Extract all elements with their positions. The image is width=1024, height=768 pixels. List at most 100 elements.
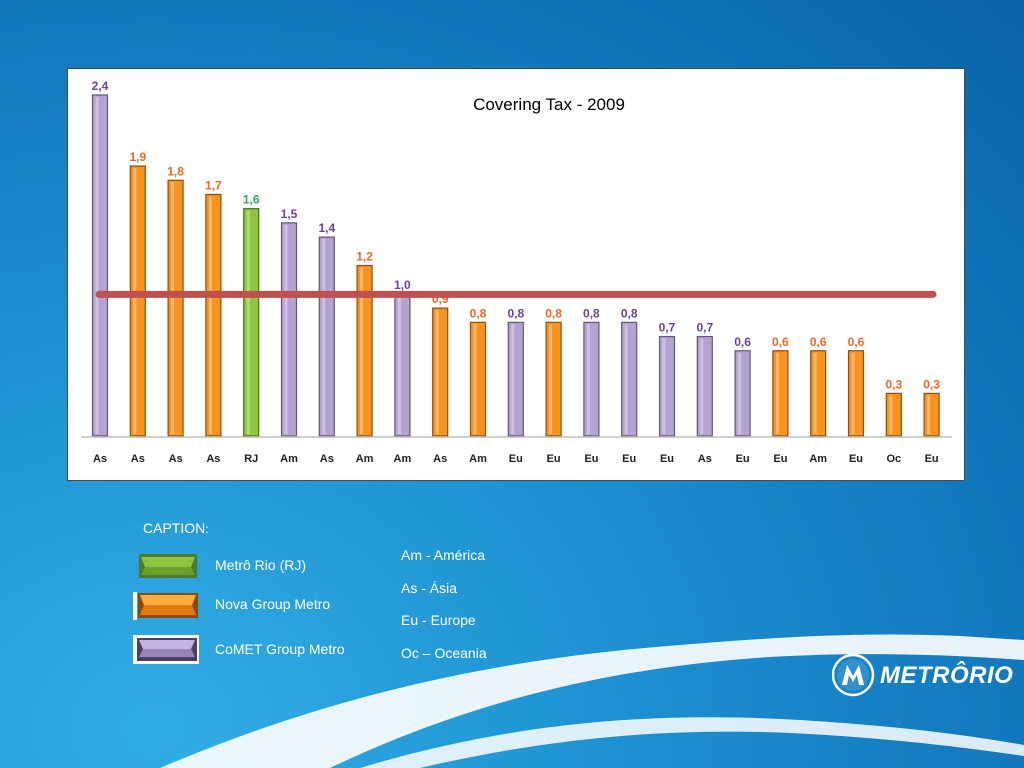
- bar-value-label: 2,4: [92, 79, 109, 93]
- region-europe: Eu - Europe: [401, 612, 476, 628]
- bar-highlight: [133, 168, 137, 434]
- bar: [507, 321, 524, 437]
- x-tick-label: Am: [469, 453, 487, 465]
- legend-title: CAPTION:: [143, 520, 209, 536]
- bar-value-label: 0,3: [885, 377, 902, 391]
- x-tick-label: As: [169, 453, 183, 465]
- bar-value-label: 1,5: [281, 207, 298, 221]
- legend-swatch-comet: [133, 635, 199, 664]
- x-tick-label: As: [131, 453, 145, 465]
- x-tick-label: Eu: [547, 453, 561, 465]
- legend-label-rio: Metrô Rio (RJ): [215, 557, 307, 573]
- bar-highlight: [171, 182, 175, 434]
- bar: [847, 350, 865, 437]
- bar-value-label: 0,6: [734, 335, 751, 349]
- bar-value-label: 1,8: [167, 164, 184, 178]
- bar-highlight: [549, 324, 553, 434]
- bar-value-label: 1,7: [205, 178, 222, 192]
- bar-value-label: 0,6: [810, 335, 827, 349]
- bar-highlight: [322, 239, 326, 434]
- bar-highlight: [700, 338, 704, 434]
- bar-value-label: 1,4: [318, 221, 335, 235]
- bar-value-label: 0,6: [772, 335, 789, 349]
- logo-text: METRÔRIO: [880, 662, 1014, 689]
- bar-highlight: [360, 267, 364, 434]
- x-tick-label: Am: [809, 453, 827, 465]
- x-tick-label: As: [206, 453, 220, 465]
- region-key: Am - América As - Ásia Eu - Europe Oc – …: [401, 546, 487, 676]
- x-tick-label: As: [433, 453, 447, 465]
- bar: [91, 94, 109, 437]
- bar: [583, 321, 600, 437]
- x-tick-label: Am: [280, 453, 298, 465]
- bar: [243, 208, 260, 437]
- x-tick-label: Eu: [925, 453, 939, 465]
- bar-highlight: [397, 295, 401, 434]
- x-tick-label: Am: [356, 453, 374, 465]
- x-tick-label: Eu: [849, 453, 863, 465]
- x-tick-label: Eu: [622, 453, 636, 465]
- bar-value-label: 0,6: [848, 335, 865, 349]
- bar-highlight: [511, 324, 515, 434]
- bar-value-label: 0,8: [545, 306, 562, 320]
- x-tick-label: Eu: [773, 453, 787, 465]
- bar: [734, 350, 751, 437]
- bar: [658, 335, 676, 437]
- bar-highlight: [208, 196, 212, 434]
- x-tick-label: As: [93, 453, 107, 465]
- legend-label-nova: Nova Group Metro: [215, 596, 331, 612]
- bar-value-label: 0,7: [659, 321, 676, 335]
- metro-rio-m-icon: [831, 653, 875, 697]
- legend-title-colon: :: [205, 522, 209, 536]
- x-tick-label: Eu: [584, 453, 598, 465]
- bar-highlight: [813, 352, 817, 434]
- legend-swatch-rio: [139, 554, 197, 578]
- bar-highlight: [473, 324, 477, 434]
- bar-highlight: [738, 352, 742, 434]
- bar-value-label: 0,7: [696, 321, 713, 335]
- bar-highlight: [586, 324, 590, 434]
- region-asia: As - Ásia: [401, 579, 458, 596]
- chart-title: Covering Tax - 2009: [473, 95, 625, 114]
- bar-highlight: [435, 310, 439, 434]
- bar: [167, 179, 184, 437]
- bar: [621, 321, 638, 437]
- region-oceania: Oc – Oceania: [401, 644, 487, 661]
- bar-highlight: [927, 395, 931, 434]
- bar: [318, 236, 335, 437]
- bar: [469, 321, 487, 437]
- bar-value-label: 0,8: [621, 306, 638, 320]
- bar-value-label: 0,8: [470, 306, 487, 320]
- bar: [280, 222, 298, 437]
- bar: [696, 335, 713, 437]
- bar-highlight: [246, 210, 250, 434]
- bar: [923, 392, 940, 437]
- bar-highlight: [851, 352, 855, 434]
- legend-swatch-nova: [133, 592, 198, 620]
- bar: [356, 264, 373, 437]
- bar-highlight: [95, 97, 99, 434]
- bar: [545, 321, 562, 437]
- bar-value-label: 0,3: [923, 377, 940, 391]
- bar-value-label: 1,9: [129, 150, 146, 164]
- bar: [129, 165, 146, 437]
- legend-title-text: CAPTION: [143, 520, 206, 536]
- bar: [810, 350, 827, 437]
- chart-panel: Covering Tax - 2009 2,4 1,9 1,8 1,7 1,6 1,5 1,…: [67, 68, 965, 481]
- legend-label-comet: CoMET Group Metro: [215, 641, 345, 657]
- bar-value-label: 1,0: [394, 278, 411, 292]
- x-tick-label: Eu: [736, 453, 750, 465]
- bar-highlight: [775, 352, 779, 434]
- bar-highlight: [624, 324, 628, 434]
- x-tick-label: Eu: [509, 453, 523, 465]
- x-tick-label: As: [698, 453, 712, 465]
- x-tick-label: Oc: [886, 453, 901, 465]
- bar-value-label: 1,2: [356, 250, 373, 264]
- x-tick-label: Am: [394, 453, 412, 465]
- bar: [394, 293, 411, 437]
- bar: [772, 350, 789, 437]
- x-tick-label: Eu: [660, 453, 674, 465]
- x-tick-label: RJ: [244, 453, 258, 465]
